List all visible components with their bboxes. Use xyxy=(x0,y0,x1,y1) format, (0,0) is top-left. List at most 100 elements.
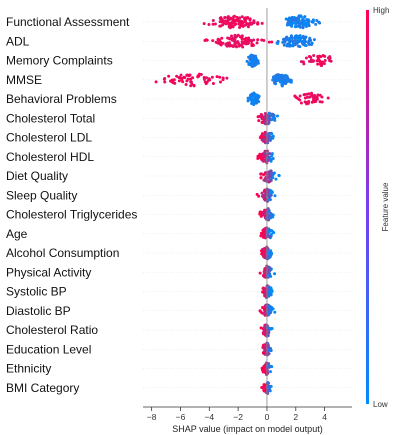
data-point xyxy=(266,287,270,291)
data-point xyxy=(262,307,266,311)
data-point xyxy=(202,77,206,81)
data-point xyxy=(318,21,322,25)
data-point xyxy=(263,267,267,271)
data-point xyxy=(284,17,288,21)
data-point xyxy=(221,78,225,82)
feature-label: Diet Quality xyxy=(6,169,68,183)
data-point xyxy=(285,23,289,27)
data-point xyxy=(219,24,223,28)
data-point xyxy=(261,211,265,215)
data-point xyxy=(312,54,316,58)
data-point xyxy=(264,212,268,216)
data-point xyxy=(251,59,255,63)
data-point xyxy=(270,190,274,194)
data-point xyxy=(258,156,262,160)
data-point xyxy=(315,97,319,101)
data-point xyxy=(247,36,251,40)
data-point xyxy=(202,22,206,26)
feature-label: Education Level xyxy=(6,342,91,356)
x-tick-label: −4 xyxy=(204,412,214,422)
data-point xyxy=(246,25,250,29)
data-point xyxy=(263,328,267,332)
data-point xyxy=(261,287,265,291)
data-point xyxy=(326,96,330,100)
data-point xyxy=(323,59,327,63)
data-point xyxy=(247,62,251,66)
data-point xyxy=(267,134,271,138)
data-point xyxy=(268,291,272,295)
data-point xyxy=(314,22,318,26)
data-point xyxy=(316,62,320,66)
data-point xyxy=(305,92,309,96)
feature-label: Age xyxy=(6,227,28,241)
data-point xyxy=(264,348,268,352)
data-point xyxy=(261,311,265,315)
data-point xyxy=(232,20,236,24)
data-point xyxy=(213,22,217,26)
feature-label: Alcohol Consumption xyxy=(6,246,119,260)
x-tick-label: 4 xyxy=(322,412,327,422)
feature-label: ADL xyxy=(6,34,30,48)
scatter-points xyxy=(154,14,333,395)
data-point xyxy=(220,36,224,40)
data-point xyxy=(266,116,270,120)
data-point xyxy=(177,75,181,79)
data-point xyxy=(261,346,265,350)
colorbar-high-label: High xyxy=(373,6,389,15)
data-point xyxy=(284,36,288,40)
data-point xyxy=(263,151,267,155)
data-point xyxy=(271,134,275,138)
data-point xyxy=(225,76,229,80)
feature-label: Cholesterol HDL xyxy=(6,150,94,164)
data-point xyxy=(267,228,271,232)
data-point xyxy=(253,96,257,100)
data-point xyxy=(302,23,306,27)
data-point xyxy=(259,152,263,156)
data-point xyxy=(248,22,252,26)
data-point xyxy=(231,44,235,48)
data-point xyxy=(310,91,314,95)
data-point xyxy=(267,209,271,213)
x-tick-label: −2 xyxy=(233,412,243,422)
data-point xyxy=(237,44,241,48)
data-point xyxy=(269,169,273,173)
data-point xyxy=(211,39,215,43)
data-point xyxy=(267,198,271,202)
data-point xyxy=(315,95,319,99)
data-point xyxy=(223,16,227,20)
data-point xyxy=(221,41,225,45)
data-point xyxy=(271,175,275,179)
colorbar-gradient xyxy=(366,10,369,404)
data-point xyxy=(266,158,270,162)
data-point xyxy=(210,75,214,79)
feature-rows: Functional Assessment ADL Memory Complaint… xyxy=(6,15,352,395)
data-point xyxy=(280,83,284,87)
data-point xyxy=(295,34,299,38)
data-point xyxy=(287,19,291,23)
data-point xyxy=(186,77,190,81)
data-point xyxy=(263,135,267,139)
feature-label: Cholesterol Total xyxy=(6,111,95,125)
data-point xyxy=(205,80,209,84)
data-point xyxy=(239,22,243,26)
data-point xyxy=(235,45,239,49)
data-point xyxy=(319,55,323,59)
data-point xyxy=(263,325,267,329)
data-point xyxy=(322,62,326,66)
data-point xyxy=(303,96,307,100)
data-point xyxy=(273,194,277,198)
data-point xyxy=(270,171,274,175)
data-point xyxy=(295,20,299,24)
x-axis-title: SHAP value (impact on model output) xyxy=(172,424,322,434)
data-point xyxy=(259,176,263,180)
data-point xyxy=(289,43,293,47)
data-point xyxy=(180,76,184,80)
data-point xyxy=(291,18,295,22)
data-point xyxy=(272,81,276,85)
data-point xyxy=(267,388,271,392)
data-point xyxy=(259,231,263,235)
data-point xyxy=(253,56,257,60)
x-tick-label: 2 xyxy=(293,412,298,422)
data-point xyxy=(276,42,280,46)
data-point xyxy=(293,94,297,98)
